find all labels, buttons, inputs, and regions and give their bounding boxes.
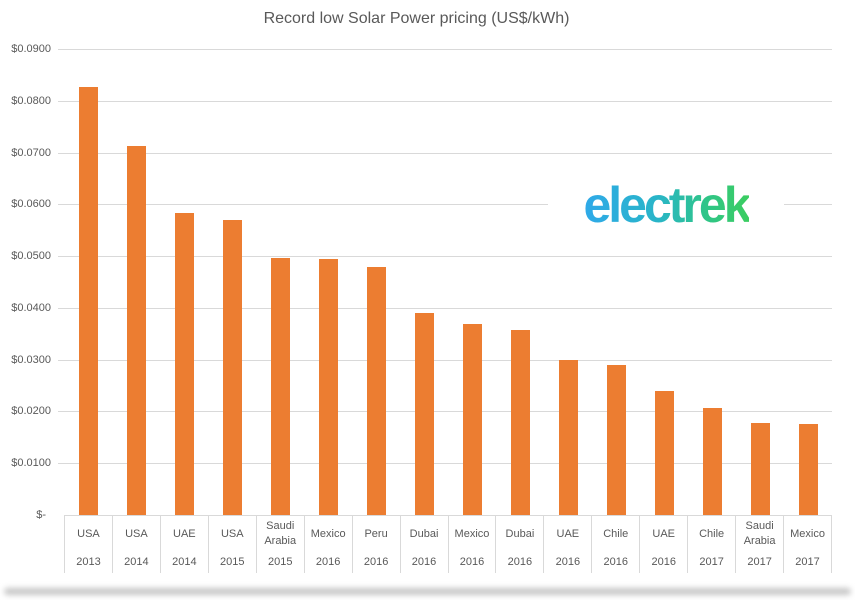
category-cell: Peru 2016 (351, 516, 400, 573)
category-year-label: 2014 (124, 556, 149, 568)
bar-usa-2013 (78, 86, 98, 515)
category-cell: USA 2015 (207, 516, 256, 573)
category-year-label: 2015 (220, 556, 245, 568)
category-year-label: 2016 (555, 556, 581, 568)
gridline (58, 359, 832, 361)
category-year-label: 2014 (172, 556, 197, 568)
bar-usa-2015 (222, 219, 242, 515)
bar-mexico-2016 (318, 258, 338, 515)
category-cell: Saudi Arabia 2017 (735, 516, 783, 573)
bar-mexico-2017 (798, 423, 818, 515)
category-year-label: 2017 (699, 556, 724, 568)
category-year-label: 2016 (651, 556, 676, 568)
window-bottom-edge (4, 588, 851, 595)
category-cell: Mexico 2017 (783, 516, 831, 573)
category-year-label: 2016 (363, 556, 389, 568)
category-year-label: 2016 (603, 556, 629, 568)
category-country-label: Saudi Arabia (743, 520, 776, 547)
category-country-label: Mexico (790, 527, 825, 540)
category-country-label: Peru (364, 527, 388, 540)
category-cell: Dubai 2016 (399, 516, 448, 573)
category-country-label: USA (125, 527, 148, 540)
category-cell: Dubai 2016 (495, 516, 543, 573)
bar-uae-2016 (558, 360, 578, 515)
y-axis-tick-label: $0.0700 (11, 146, 51, 159)
bar-mexico-2016 (462, 323, 482, 515)
y-axis-tick-label: $0.0800 (11, 94, 51, 107)
category-cell: USA 2013 (64, 516, 112, 573)
y-axis-tick-label: $0.0200 (11, 405, 51, 418)
category-cell: UAE 2016 (543, 516, 591, 573)
bar-saudi-arabia-2015 (270, 257, 290, 515)
category-country-label: USA (77, 527, 100, 540)
category-cell: Mexico 2016 (447, 516, 496, 573)
electrek-logo-text: electrek (583, 177, 751, 233)
category-cell: Mexico 2016 (303, 516, 352, 573)
category-year-label: 2017 (747, 556, 772, 568)
y-axis-tick-label: $- (36, 509, 46, 521)
gridline (58, 152, 832, 154)
category-year-label: 2016 (507, 556, 533, 568)
category-cell: Chile 2016 (591, 516, 639, 573)
bar-uae-2014 (174, 212, 194, 515)
category-country-label: Mexico (310, 527, 346, 540)
category-year-label: 2016 (459, 556, 485, 568)
category-year-label: 2016 (315, 556, 341, 568)
gridline (58, 204, 832, 206)
bar-saudi-arabia-2017 (750, 422, 770, 515)
category-country-label: Dubai (409, 527, 439, 540)
category-country-label: Mexico (454, 527, 490, 540)
category-country-label: UAE (652, 527, 676, 540)
category-cell: USA 2014 (111, 516, 160, 573)
category-country-label: USA (220, 527, 244, 540)
bar-peru-2016 (366, 266, 386, 515)
y-axis-tick-label: $0.0400 (11, 301, 51, 314)
y-axis-tick-label: $0.0300 (11, 353, 51, 366)
gridline (58, 100, 832, 102)
bar-usa-2014 (126, 145, 146, 515)
bar-chile-2016 (606, 364, 626, 515)
category-year-label: 2016 (411, 556, 437, 568)
category-country-label: Chile (603, 527, 629, 540)
x-axis-category-table: USA 2013 USA 2014 UAE 2014 USA 2015 Saudi Arabia… (64, 515, 832, 573)
gridline (58, 49, 832, 50)
category-country-label: Chile (699, 527, 725, 540)
chart-title: Record low Solar Power pricing (US$/kWh) (263, 10, 570, 27)
gridline (58, 256, 832, 258)
category-country-label: Dubai (505, 527, 535, 540)
y-axis-tick-label: $0.0500 (11, 250, 51, 263)
category-year-label: 2015 (267, 556, 293, 568)
category-country-label: UAE (556, 527, 580, 540)
electrek-logo: electrek (548, 177, 784, 233)
gridline (58, 411, 832, 413)
category-country-label: Saudi Arabia (264, 520, 297, 547)
category-cell: Chile 2017 (687, 516, 735, 573)
category-country-label: UAE (173, 527, 196, 540)
category-year-label: 2017 (795, 556, 820, 568)
bar-dubai-2016 (414, 313, 434, 515)
category-year-label: 2013 (76, 556, 101, 568)
category-cell: UAE 2014 (159, 516, 208, 573)
y-axis-tick-label: $0.0600 (11, 198, 51, 211)
bar-uae-2016 (654, 390, 674, 515)
y-axis-tick-label: $0.0100 (11, 457, 51, 470)
category-cell: Saudi Arabia 2015 (255, 516, 304, 573)
y-axis-tick-label: $0.0900 (11, 43, 51, 55)
bar-chile-2017 (702, 408, 722, 515)
category-cell: UAE 2016 (639, 516, 687, 573)
bar-dubai-2016 (510, 329, 530, 515)
gridline (58, 307, 832, 309)
gridline (58, 463, 832, 465)
